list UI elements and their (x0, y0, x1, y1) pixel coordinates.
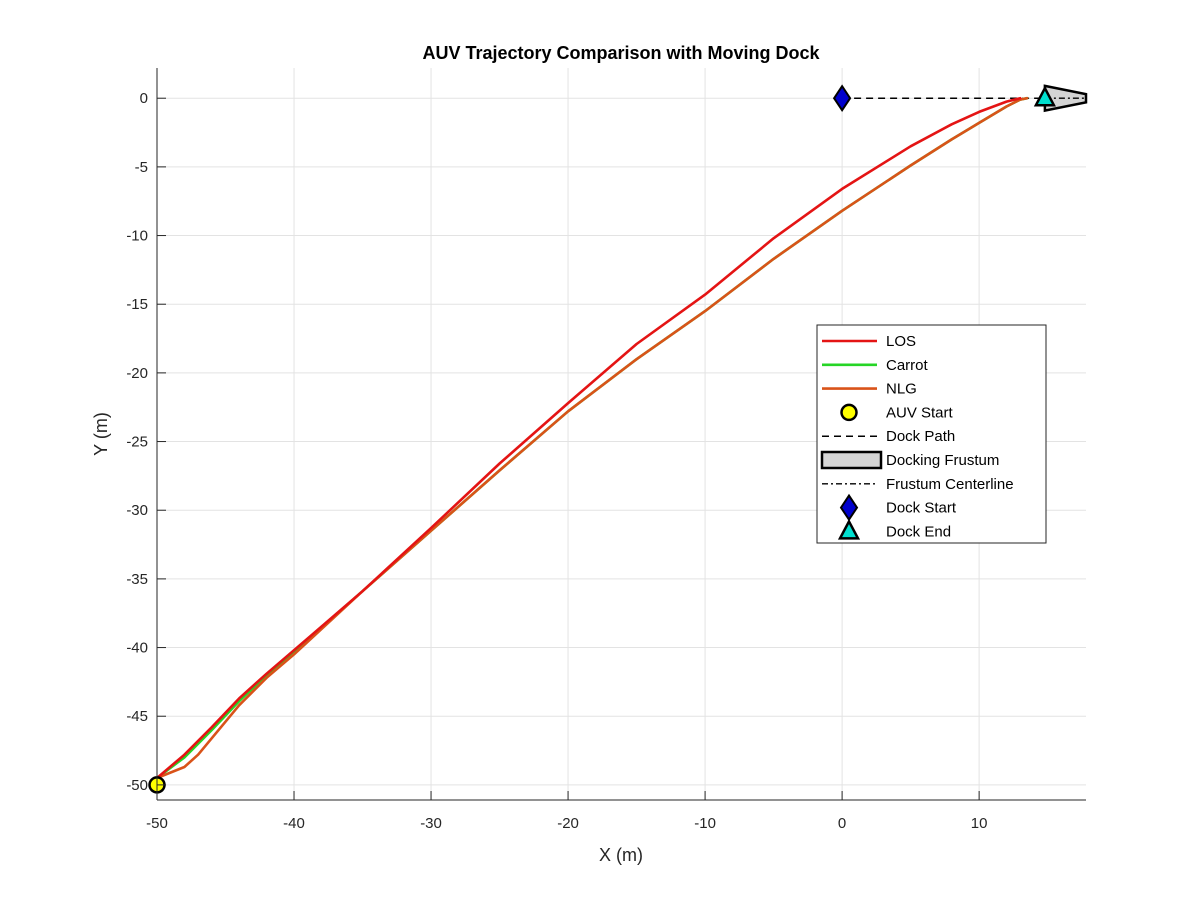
y-tick-label: -15 (126, 296, 148, 313)
y-tick-label: 0 (140, 90, 148, 107)
legend-entry: LOS (822, 333, 916, 350)
legend-label: Carrot (886, 357, 929, 374)
chart-title: AUV Trajectory Comparison with Moving Do… (422, 43, 820, 63)
y-axis-label: Y (m) (91, 412, 111, 456)
legend-label: Docking Frustum (886, 452, 999, 469)
legend-label: LOS (886, 333, 916, 350)
y-tick-label: -5 (135, 159, 148, 176)
dock-end-marker (1033, 85, 1056, 107)
legend-entry: Dock Path (822, 428, 955, 445)
legend-label: Frustum Centerline (886, 476, 1014, 493)
y-tick-label: -20 (126, 365, 148, 382)
y-tick-label: -30 (126, 502, 148, 519)
x-tick-label: -20 (557, 815, 579, 832)
y-tick-label: -40 (126, 640, 148, 657)
legend-entry: AUV Start (840, 403, 954, 422)
legend-label: NLG (886, 381, 917, 398)
legend-entry: Docking Frustum (820, 450, 999, 470)
series-line-nlg (155, 96, 1029, 780)
tick-labels: -50 -40 -30 -20 -10 0 10 0 -5 -10 -15 -20 -25 -30 -35 -… (126, 90, 987, 832)
series-layer (148, 84, 1088, 794)
x-tick-label: -50 (146, 815, 168, 832)
legend-entry: Carrot (822, 357, 929, 374)
y-tick-label: -25 (126, 434, 148, 451)
series-line-los (155, 96, 1022, 780)
legend-swatch-auv-start (840, 403, 858, 422)
x-tick-label: -40 (283, 815, 305, 832)
legend-entry: Frustum Centerline (822, 476, 1014, 493)
legend: LOS Carrot NLG AUV Start Dock Path Docking Fr… (816, 324, 1047, 544)
legend-swatch-docking-frustum (820, 450, 883, 470)
y-tick-label: -10 (126, 228, 148, 245)
axes (156, 68, 1086, 801)
legend-label: AUV Start (886, 404, 954, 421)
legend-label: Dock Start (886, 500, 957, 517)
x-tick-label: -30 (420, 815, 442, 832)
y-tick-label: -45 (126, 708, 148, 725)
x-axis-label: X (m) (599, 845, 643, 865)
legend-label: Dock Path (886, 428, 955, 445)
dock-start-marker (832, 84, 852, 113)
legend-swatch-dock-end (837, 518, 861, 540)
y-tick-label: -50 (126, 777, 148, 794)
legend-label: Dock End (886, 523, 951, 540)
legend-entry: NLG (822, 381, 917, 398)
y-tick-label: -35 (126, 571, 148, 588)
x-tick-label: 10 (971, 815, 988, 832)
x-tick-label: 0 (838, 815, 846, 832)
x-tick-label: -10 (694, 815, 716, 832)
legend-entry: Dock End (837, 518, 951, 540)
